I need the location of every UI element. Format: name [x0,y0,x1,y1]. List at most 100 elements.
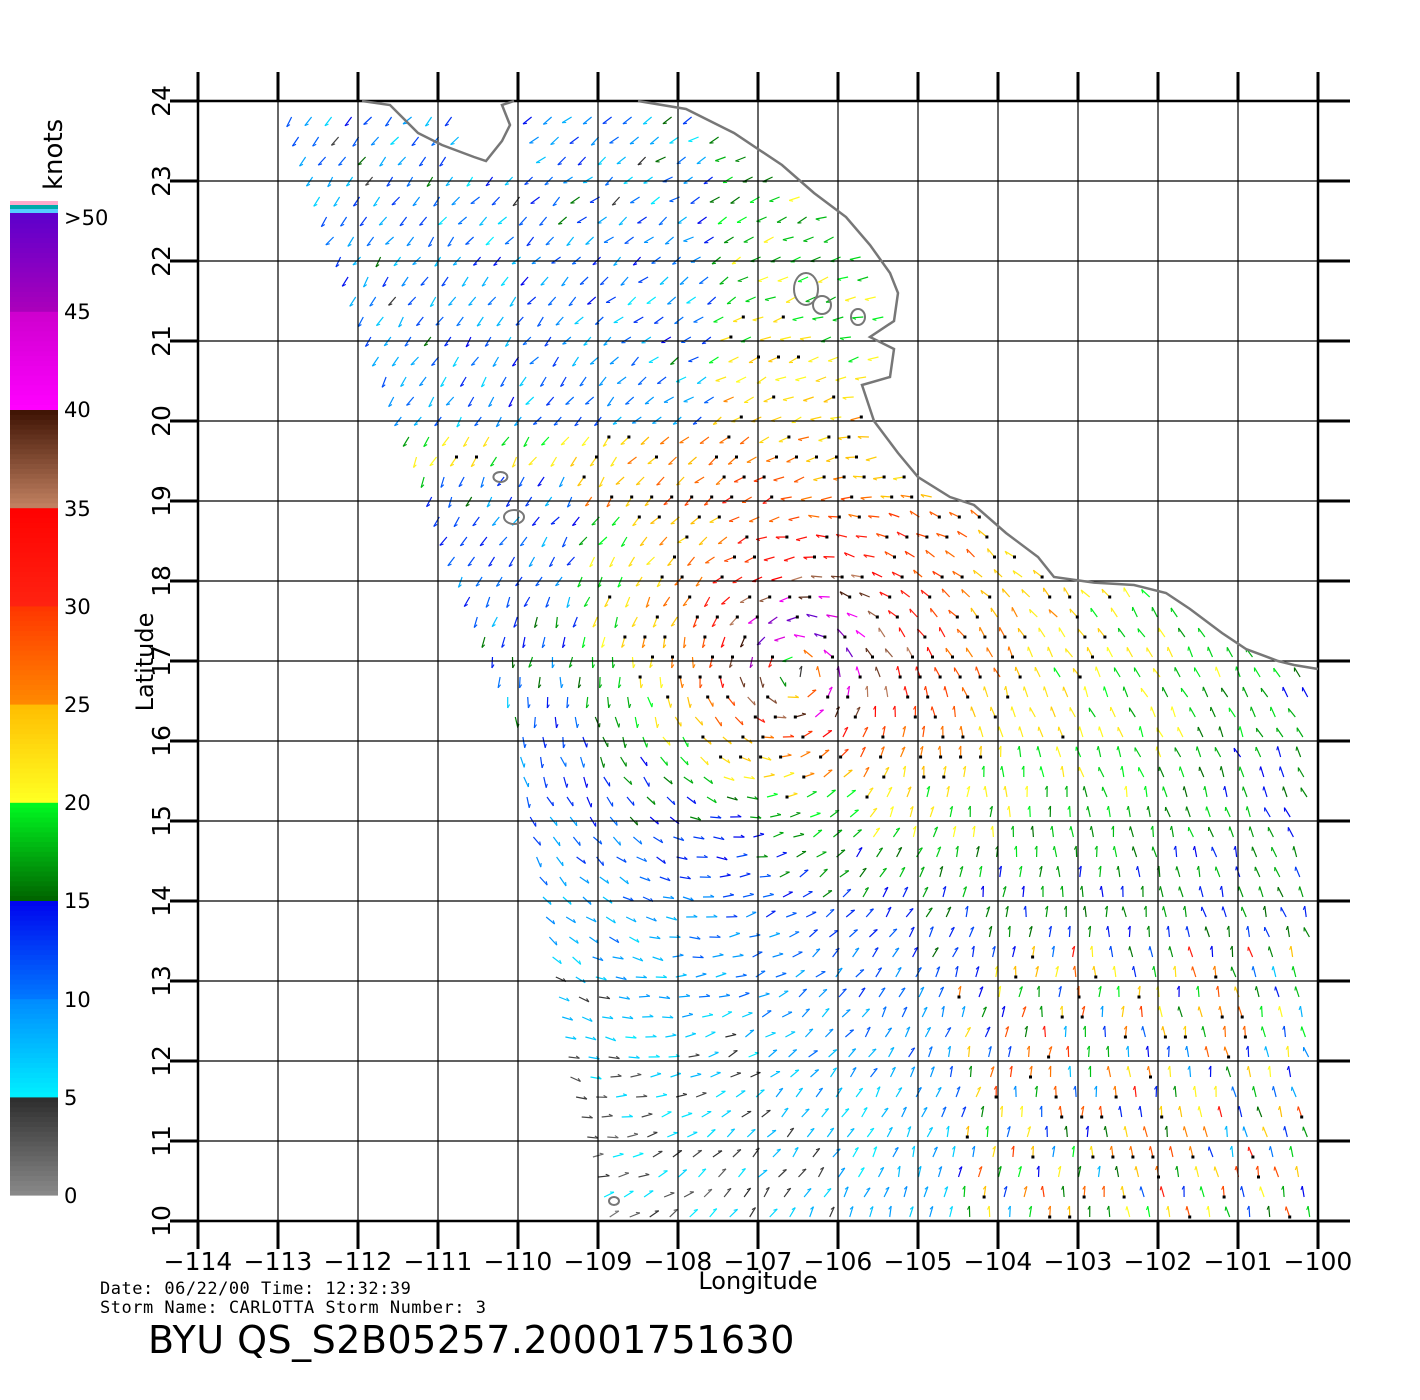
wind-vector [1176,866,1181,878]
wind-vector-head [637,163,642,166]
wind-vector [1207,646,1214,658]
wind-vector-head [555,723,559,729]
wind-vector-head [994,965,999,970]
wind-vector [559,876,567,887]
wind-vector [990,607,998,618]
wind-vector [925,907,933,918]
wind-vector-head [451,203,456,206]
wind-vector-head [617,584,622,588]
wind-vector-head [448,303,453,306]
wind-vector [1211,945,1214,958]
wind-vector [830,416,842,419]
rain-flag [1011,655,1014,659]
wind-vector [788,516,800,521]
longitude-tick-label: −104 [964,1247,1033,1276]
wind-vector-head [327,184,332,188]
wind-vector-head [945,648,948,653]
wind-vector-head [865,685,868,690]
wind-vector-head [803,649,807,654]
wind-vector [900,746,906,758]
wind-vector [618,216,628,226]
wind-vector [630,1074,642,1078]
wind-vector [589,816,597,827]
wind-vector [775,716,787,719]
wind-vector-head [513,624,518,628]
wind-vector-head [524,743,527,748]
wind-vector-head [795,379,800,382]
wind-vector-head [1064,648,1067,653]
wind-vector [741,496,752,504]
wind-vector-head [759,600,764,603]
wind-vector [406,396,415,406]
wind-vector [942,886,947,898]
wind-vector-head [666,995,671,999]
wind-vector [903,1186,908,1198]
wind-vector-head [1001,1005,1006,1010]
wind-vector-head [645,761,648,766]
wind-vector-head [446,403,451,406]
wind-vector [827,686,833,698]
wind-vector [760,336,772,341]
wind-vector [882,886,889,898]
wind-vector-head [430,304,434,308]
rain-flag [941,735,945,739]
wind-vector-head [649,1014,654,1018]
wind-vector-head [1039,1105,1043,1110]
wind-vector [888,928,898,938]
wind-vector [539,376,547,387]
wind-vector-head [650,522,655,525]
wind-vector-head [774,699,778,704]
wind-vector-head [855,947,860,951]
wind-vector-head [929,926,934,930]
wind-vector [1174,1085,1177,1098]
island [850,308,866,326]
wind-vector-head [740,834,745,838]
wind-vector-head [1166,1045,1170,1050]
wind-vector-head [735,160,740,163]
wind-vector-head [808,514,812,519]
wind-vector [795,376,807,381]
wind-vector [801,1108,810,1118]
wind-vector [1032,946,1036,958]
rain-flag [630,495,634,499]
wind-vector [1104,1025,1106,1038]
colorbar-band-45 [10,306,58,312]
wind-vector-head [1080,589,1084,594]
wind-vector-head [920,589,924,595]
wind-vector [850,416,862,421]
wind-vector [993,667,1001,678]
wind-vector-head [1138,1105,1141,1111]
wind-vector-head [458,584,462,588]
wind-vector [456,416,462,428]
wind-vector-head [866,1026,871,1030]
wind-vector-head [924,1186,929,1190]
wind-vector [1050,706,1056,718]
wind-vector [928,1046,933,1058]
wind-vector [566,236,575,246]
rain-flag [922,775,926,779]
wind-vector-head [679,282,685,286]
rain-flag [1083,635,1087,639]
latitude-tick-label: 15 [147,805,176,837]
wind-vector [786,616,798,622]
wind-vector-head [798,1087,803,1091]
wind-vector [900,494,912,498]
wind-vector [628,556,636,567]
longitude-tick-label: −105 [884,1247,953,1276]
wind-vector-head [473,263,478,266]
wind-vector [965,906,969,918]
wind-vector [324,116,333,127]
latitude-tick-label: 23 [147,165,176,197]
wind-vector [761,1010,772,1018]
wind-vector [598,1175,610,1178]
wind-vector [740,756,751,762]
wind-vector [953,667,961,678]
wind-vector [418,156,427,167]
wind-vector [1063,587,1071,598]
wind-vector [667,1132,678,1138]
wind-vector [603,776,611,787]
wind-vector [411,136,420,146]
wind-vector [708,356,719,364]
wind-vector [508,556,516,567]
